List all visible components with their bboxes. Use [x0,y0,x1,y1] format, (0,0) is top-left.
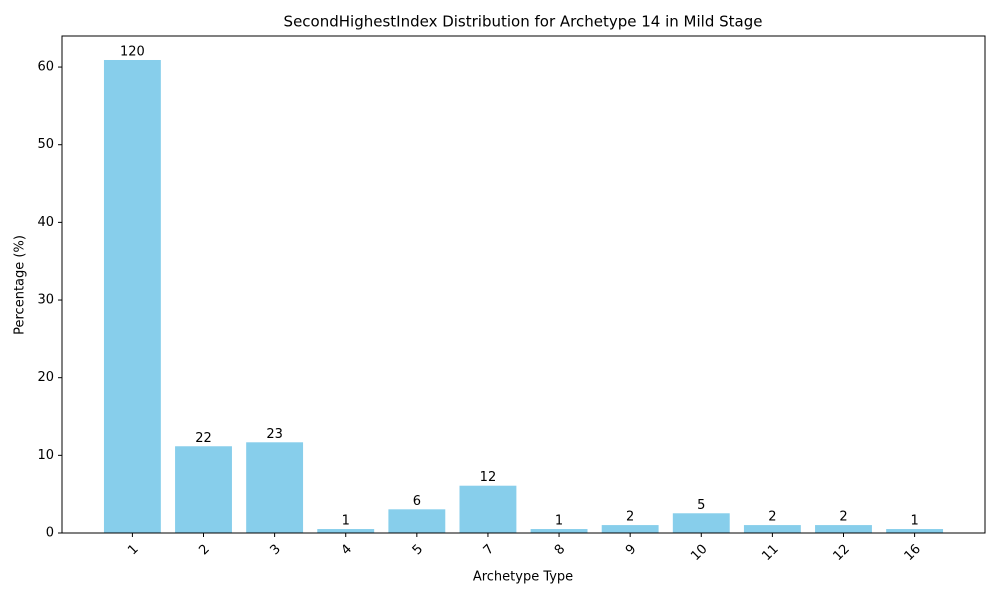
bar-count-label: 1 [555,514,563,529]
bar-count-label: 2 [839,510,847,525]
bar-count-label: 1 [342,514,350,529]
y-tick-label: 20 [37,370,54,385]
plot-frame [61,35,986,534]
x-tick-label: 9 [623,542,639,558]
x-tick-label: 10 [688,542,710,564]
x-tick-label: 16 [902,542,924,564]
bar [175,446,232,533]
bar [743,525,801,533]
x-tick-label: 12 [830,542,852,564]
bar [388,509,446,533]
bar-count-label: 2 [626,510,634,525]
x-axis-label: Archetype Type [473,570,573,585]
bar [672,513,730,533]
bar-count-label: 23 [266,427,283,442]
x-tick-label: 3 [267,542,283,558]
bar-count-label: 5 [697,498,705,513]
x-tick-label: 4 [339,542,355,558]
x-tick-label: 1 [125,542,141,558]
bar [886,529,944,533]
bar [459,485,517,533]
x-tick-label: 7 [481,542,497,558]
x-tick-label: 11 [759,542,781,564]
x-tick-label: 5 [410,542,426,558]
bar-count-label: 120 [120,44,145,59]
bar [601,525,659,533]
y-tick-label: 0 [46,526,54,541]
bar-count-label: 22 [195,431,212,446]
bar-count-label: 6 [413,494,421,509]
x-tick-label: 8 [552,542,568,558]
bar [246,442,304,533]
bar-count-label: 12 [480,470,497,485]
bar [103,59,161,533]
x-tick-label: 2 [196,542,212,558]
y-axis-label: Percentage (%) [13,235,28,335]
bar [317,529,375,533]
y-tick-label: 50 [37,137,54,152]
bar [815,525,872,533]
bar [530,529,588,533]
y-tick-label: 30 [37,293,54,308]
bar-count-label: 2 [768,510,776,525]
y-tick-label: 60 [37,60,54,75]
y-tick-label: 40 [37,215,54,230]
y-tick-label: 10 [37,448,54,463]
bar-count-label: 1 [910,514,918,529]
chart-title: SecondHighestIndex Distribution for Arch… [284,13,763,31]
